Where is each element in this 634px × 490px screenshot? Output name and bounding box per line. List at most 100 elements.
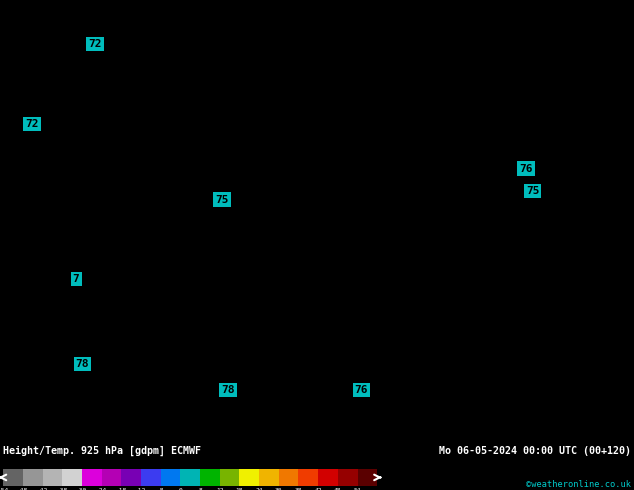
Text: 9: 9 — [361, 141, 365, 147]
Text: 9: 9 — [137, 374, 141, 380]
Text: 0: 0 — [470, 178, 475, 185]
Text: 7: 7 — [128, 263, 133, 269]
Text: 7: 7 — [41, 76, 46, 82]
Text: 0: 0 — [110, 393, 114, 399]
Text: 7: 7 — [50, 318, 55, 324]
Text: 9: 9 — [0, 384, 4, 390]
Text: 9: 9 — [347, 178, 351, 185]
Text: 0: 0 — [411, 48, 415, 54]
Text: 1: 1 — [37, 440, 41, 445]
Text: 1: 1 — [607, 48, 612, 54]
Text: 8: 8 — [214, 253, 219, 259]
Text: 8: 8 — [256, 244, 260, 250]
Text: 7: 7 — [110, 309, 114, 315]
Text: 7: 7 — [55, 150, 59, 157]
Text: 1: 1 — [370, 402, 374, 408]
Text: 9: 9 — [475, 263, 479, 269]
Text: 9: 9 — [338, 85, 342, 92]
Text: 9: 9 — [315, 39, 320, 45]
Text: 8: 8 — [219, 169, 224, 175]
Text: 9: 9 — [169, 365, 173, 371]
Text: 7: 7 — [128, 318, 133, 324]
Text: 9: 9 — [420, 263, 424, 269]
Text: 8: 8 — [315, 318, 320, 324]
Text: 0: 0 — [406, 384, 411, 390]
Text: 9: 9 — [320, 104, 324, 110]
Text: 9: 9 — [260, 1, 264, 8]
Text: 0: 0 — [516, 104, 521, 110]
Text: 9: 9 — [370, 328, 374, 334]
Text: 0: 0 — [443, 11, 447, 17]
Text: 9: 9 — [415, 272, 420, 278]
Text: 1: 1 — [315, 440, 320, 445]
Text: 7: 7 — [119, 272, 123, 278]
Text: 9: 9 — [278, 328, 283, 334]
Text: 8: 8 — [151, 67, 155, 73]
Text: 8: 8 — [237, 225, 242, 231]
Text: 9: 9 — [356, 67, 361, 73]
Text: 0: 0 — [529, 281, 534, 287]
Text: 9: 9 — [498, 263, 502, 269]
Text: 9: 9 — [411, 141, 415, 147]
Text: 0: 0 — [516, 337, 521, 343]
Text: 9: 9 — [361, 263, 365, 269]
Text: 7: 7 — [96, 206, 100, 213]
Text: 9: 9 — [434, 122, 438, 129]
Text: 9: 9 — [301, 113, 306, 120]
Text: 7: 7 — [18, 178, 23, 185]
Text: 1: 1 — [585, 346, 589, 352]
Text: 0: 0 — [420, 57, 424, 64]
Text: 7: 7 — [23, 11, 27, 17]
Text: 0: 0 — [548, 337, 552, 343]
Text: 8: 8 — [37, 346, 41, 352]
Text: 0: 0 — [475, 11, 479, 17]
Text: 8: 8 — [306, 235, 310, 241]
Text: 7: 7 — [128, 113, 133, 120]
Text: 1: 1 — [516, 95, 521, 101]
Text: 7: 7 — [68, 235, 73, 241]
Text: 7: 7 — [151, 178, 155, 185]
Text: 1: 1 — [379, 412, 384, 417]
Text: 7: 7 — [41, 272, 46, 278]
Text: 9: 9 — [493, 263, 498, 269]
Text: 1: 1 — [9, 440, 13, 445]
Text: 8: 8 — [187, 95, 191, 101]
Text: 7: 7 — [164, 318, 169, 324]
Text: 9: 9 — [434, 197, 438, 203]
Text: 9: 9 — [347, 95, 351, 101]
Text: 9: 9 — [384, 225, 388, 231]
Text: 0: 0 — [548, 272, 552, 278]
Text: 7: 7 — [41, 253, 46, 259]
Text: 8: 8 — [269, 206, 274, 213]
Text: 0: 0 — [557, 309, 561, 315]
Text: 7: 7 — [68, 253, 73, 259]
Text: 0: 0 — [77, 393, 82, 399]
Text: 8: 8 — [278, 225, 283, 231]
Text: 0: 0 — [575, 272, 579, 278]
Text: 8: 8 — [288, 150, 292, 157]
Text: 8: 8 — [328, 169, 333, 175]
Text: 9: 9 — [342, 20, 347, 26]
Text: 0: 0 — [197, 412, 201, 417]
Text: 8: 8 — [169, 328, 173, 334]
Text: 1: 1 — [539, 95, 543, 101]
Text: 1: 1 — [288, 393, 292, 399]
Text: 2: 2 — [438, 393, 443, 399]
Text: 8: 8 — [205, 20, 210, 26]
Text: 1: 1 — [566, 85, 571, 92]
Text: 9: 9 — [429, 244, 434, 250]
Text: 1: 1 — [616, 197, 621, 203]
Text: 7: 7 — [82, 29, 87, 36]
Text: 9: 9 — [351, 67, 356, 73]
Text: 9: 9 — [338, 150, 342, 157]
Text: 2: 2 — [602, 374, 607, 380]
Text: 8: 8 — [197, 39, 201, 45]
Text: 8: 8 — [146, 29, 150, 36]
Text: 8: 8 — [169, 178, 173, 185]
Text: 7: 7 — [187, 253, 191, 259]
Text: 9: 9 — [402, 57, 406, 64]
Text: 9: 9 — [356, 95, 361, 101]
Text: 7: 7 — [50, 197, 55, 203]
Text: 8: 8 — [191, 141, 196, 147]
Text: 1: 1 — [575, 76, 579, 82]
